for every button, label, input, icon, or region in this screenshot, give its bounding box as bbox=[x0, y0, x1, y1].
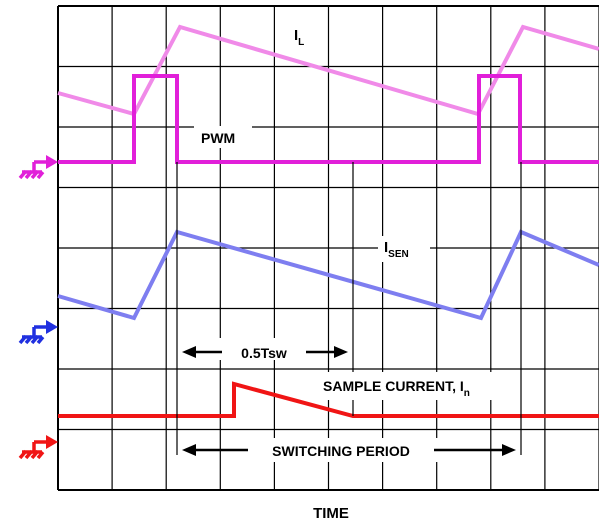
period-label-bg bbox=[242, 438, 438, 462]
pwm-trace bbox=[58, 74, 599, 164]
half-period-label-bg bbox=[216, 338, 312, 360]
pwm-ground-icon bbox=[18, 155, 58, 180]
inductor-current-label: IL bbox=[294, 27, 304, 48]
sample-current-trace bbox=[58, 381, 599, 418]
dimension-arrows: 0.5Tsw SWITCHING PERIOD bbox=[182, 338, 516, 462]
sense-current-label: ISEN bbox=[384, 239, 409, 260]
ground-markers bbox=[18, 155, 58, 460]
period-label: SWITCHING PERIOD bbox=[272, 443, 410, 459]
traces bbox=[57, 24, 599, 418]
sample-label-bg bbox=[319, 372, 519, 400]
inductor-current-trace bbox=[57, 24, 599, 117]
il-label-bg bbox=[282, 24, 316, 48]
sense-current-trace bbox=[57, 229, 599, 321]
half-period-arrowhead-left bbox=[182, 346, 196, 358]
oscilloscope-grid bbox=[57, 5, 599, 491]
pwm-label-bg bbox=[194, 126, 252, 148]
sample-ground-icon bbox=[18, 435, 58, 460]
sample-current-label: SAMPLE CURRENT, In bbox=[323, 378, 470, 399]
pwm-label: PWM bbox=[201, 130, 235, 146]
isen-label-bg bbox=[378, 236, 430, 262]
half-period-label: 0.5Tsw bbox=[241, 345, 287, 361]
period-arrowhead-right bbox=[502, 444, 516, 456]
half-period-arrowhead-right bbox=[334, 346, 348, 358]
period-arrowhead-left bbox=[182, 444, 196, 456]
x-axis-label: TIME bbox=[313, 505, 349, 522]
sense-ground-icon bbox=[18, 320, 58, 345]
trace-labels: IL PWM ISEN SAMPLE CURRENT, In bbox=[194, 24, 519, 400]
